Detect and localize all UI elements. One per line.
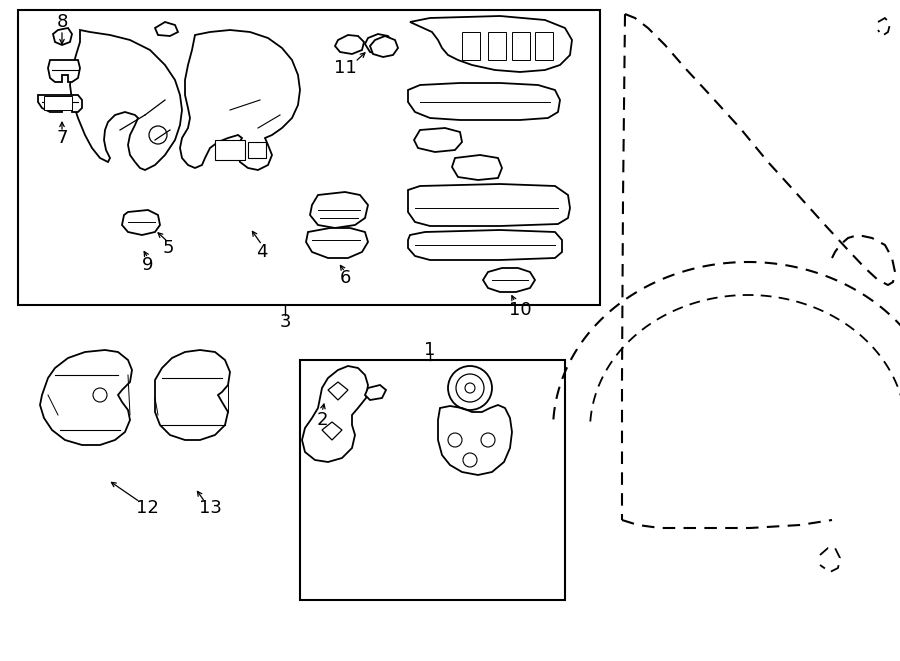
Polygon shape — [408, 83, 560, 120]
Polygon shape — [155, 350, 230, 440]
Polygon shape — [53, 28, 72, 45]
Polygon shape — [48, 60, 80, 82]
Polygon shape — [155, 22, 178, 36]
Bar — [535, 32, 553, 60]
Polygon shape — [408, 230, 562, 260]
Bar — [44, 96, 72, 110]
Polygon shape — [335, 35, 364, 54]
Text: 7: 7 — [56, 129, 68, 147]
Polygon shape — [414, 128, 462, 152]
Polygon shape — [328, 382, 348, 400]
Bar — [300, 360, 565, 600]
Text: 11: 11 — [334, 59, 356, 77]
Polygon shape — [310, 192, 368, 228]
Bar — [512, 32, 530, 60]
Text: 1: 1 — [424, 341, 436, 359]
Polygon shape — [410, 16, 572, 72]
Polygon shape — [408, 184, 570, 226]
Text: 12: 12 — [136, 499, 158, 517]
Bar — [248, 142, 266, 158]
Polygon shape — [438, 405, 512, 475]
Text: 6: 6 — [339, 269, 351, 287]
Polygon shape — [38, 95, 82, 112]
Polygon shape — [322, 422, 342, 440]
Polygon shape — [302, 366, 368, 462]
Bar — [462, 32, 480, 60]
Polygon shape — [452, 155, 502, 180]
Text: 9: 9 — [142, 256, 154, 274]
Polygon shape — [483, 268, 535, 292]
Text: 5: 5 — [162, 239, 174, 257]
Text: 13: 13 — [199, 499, 221, 517]
Polygon shape — [370, 36, 398, 57]
Bar — [18, 10, 600, 305]
Text: 8: 8 — [57, 13, 68, 31]
Polygon shape — [122, 210, 160, 235]
Polygon shape — [40, 350, 132, 445]
Polygon shape — [306, 228, 368, 258]
Text: 3: 3 — [279, 313, 291, 331]
Text: 2: 2 — [316, 411, 328, 429]
Text: 10: 10 — [508, 301, 531, 319]
Polygon shape — [180, 30, 300, 170]
Text: 4: 4 — [256, 243, 268, 261]
Polygon shape — [365, 34, 394, 55]
Bar — [488, 32, 506, 60]
Bar — [215, 140, 245, 160]
Polygon shape — [70, 30, 182, 170]
Polygon shape — [365, 385, 386, 400]
